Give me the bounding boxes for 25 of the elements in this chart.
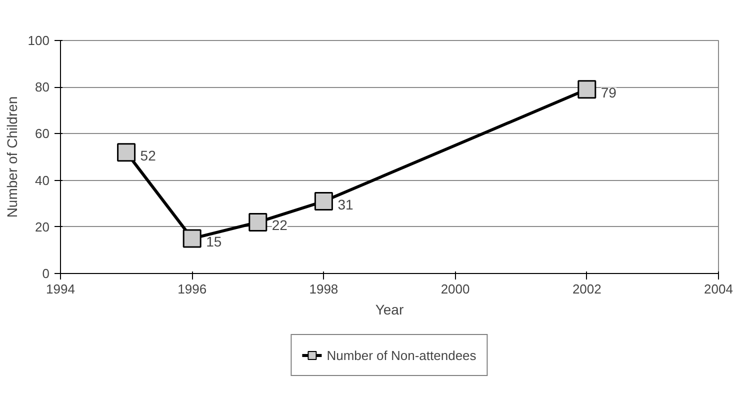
point (314, 192, 333, 211)
y-tick-label: 40 (35, 172, 50, 188)
y-axis-title: Number of Children (4, 96, 20, 218)
data-label: 22 (272, 217, 288, 234)
x-tick-label: 1994 (46, 282, 75, 296)
y-tick-label: 100 (28, 33, 50, 48)
y-tick-label: 80 (35, 80, 50, 95)
data-label: 15 (206, 234, 222, 250)
y-tick-label: 0 (42, 266, 50, 281)
point (117, 143, 136, 162)
data-label: 52 (140, 147, 156, 164)
x-tick-label: 1998 (309, 282, 338, 296)
x-tick-label: 2004 (704, 282, 733, 296)
data-label: 31 (338, 196, 354, 212)
x-tick-label: 2002 (572, 282, 602, 296)
x-tick-label: 1996 (178, 282, 207, 296)
y-tick-label: 60 (35, 126, 50, 142)
point (248, 212, 268, 232)
x-axis-title: Year (375, 302, 404, 318)
x-tick-label: 2000 (440, 282, 470, 296)
point (182, 229, 202, 248)
point (578, 80, 596, 99)
data-label: 79 (600, 84, 617, 100)
legend-label: Number of Non-attendees (326, 348, 476, 362)
y-tick-label: 20 (35, 219, 50, 234)
